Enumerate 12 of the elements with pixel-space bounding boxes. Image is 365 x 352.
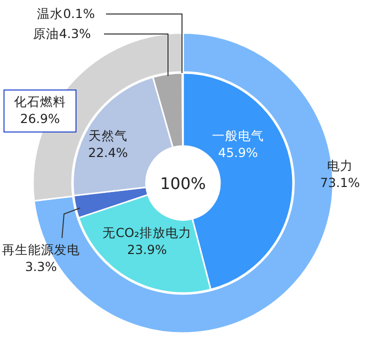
text: 100%: [160, 174, 206, 193]
data-label: 45.9%: [218, 145, 258, 160]
data-label: 23.9%: [127, 242, 167, 257]
slice-label: 温水0.1%: [37, 6, 95, 21]
data-label: 3.3%: [25, 259, 57, 274]
data-label: 22.4%: [88, 145, 128, 160]
slice-label: 一般电气: [212, 128, 264, 143]
slice-label: 化石燃料: [14, 94, 66, 109]
data-label: 26.9%: [20, 111, 60, 126]
slice-label: 原油4.3%: [33, 26, 91, 41]
slice-label: 无CO₂排放电力: [102, 225, 192, 240]
slice-label: 天然气: [88, 128, 128, 143]
